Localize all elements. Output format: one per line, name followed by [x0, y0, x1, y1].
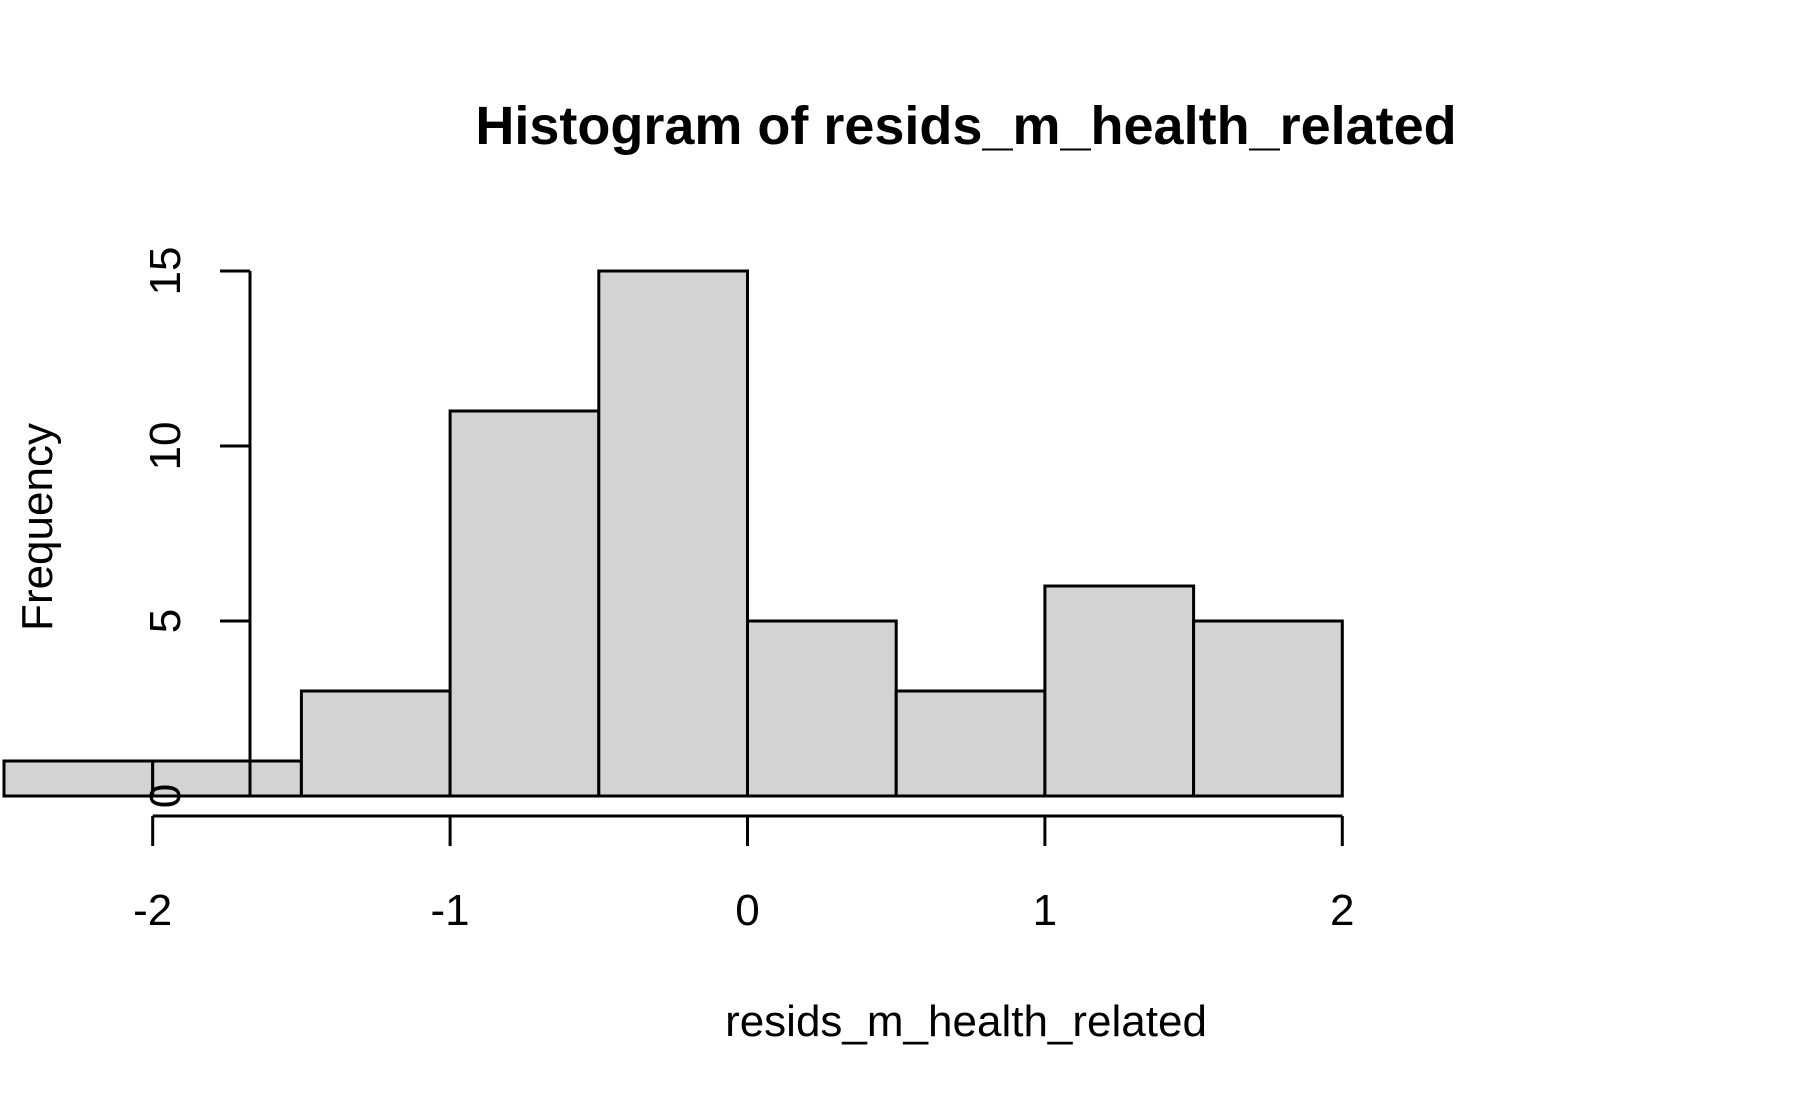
y-axis: 0 5 10 15: [141, 247, 252, 808]
y-tick-label: 10: [141, 422, 190, 471]
x-tick-label: -1: [431, 886, 470, 935]
histogram-bar: [746, 619, 898, 798]
histogram-bar: [299, 689, 452, 798]
y-tick-label: 15: [141, 247, 190, 296]
histogram-bar: [597, 269, 749, 798]
histogram-bar: [894, 689, 1047, 798]
histogram-bar: [2, 759, 155, 798]
histogram-bar: [1192, 619, 1344, 798]
y-tick-label: 0: [141, 784, 190, 808]
y-axis-label: Frequency: [13, 423, 62, 631]
x-tick-label: 0: [735, 886, 759, 935]
chart-title: Histogram of resids_m_health_related: [475, 96, 1456, 156]
x-tick-label: -2: [133, 886, 172, 935]
histogram-bar: [448, 409, 601, 798]
x-tick-label: 2: [1330, 886, 1354, 935]
x-axis-label: resids_m_health_related: [725, 997, 1207, 1046]
bars-layer: [2, 269, 1344, 798]
y-tick-label: 5: [141, 609, 190, 633]
histogram-bar: [1043, 584, 1196, 798]
x-axis: -2 -1 0 1 2: [133, 814, 1355, 935]
x-tick-label: 1: [1033, 886, 1057, 935]
